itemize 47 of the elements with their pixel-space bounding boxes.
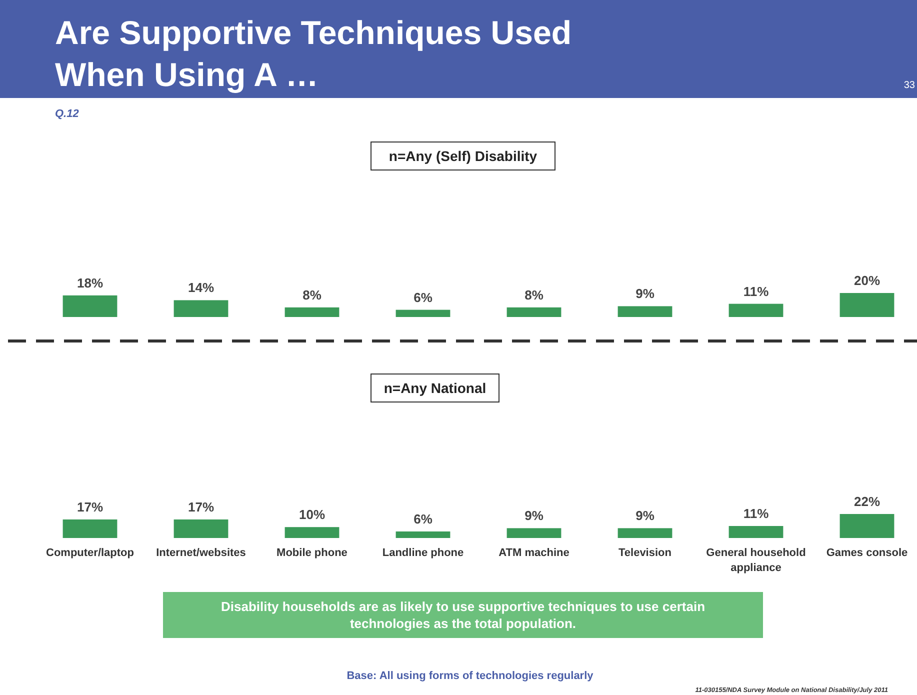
text: Disability households are as likely to use supportive techniques to use certain technologies as the total population. xyxy=(220,599,706,631)
data-label: 9% xyxy=(636,508,655,524)
bar xyxy=(174,519,228,538)
text: n=Any (Self) Disability xyxy=(388,148,538,164)
bar xyxy=(284,527,340,538)
x-tick-label: Internet/websites xyxy=(156,547,246,559)
data-label: 10% xyxy=(298,507,326,522)
bar xyxy=(840,293,894,317)
data-label: 20% xyxy=(854,273,880,288)
data-label: 11% xyxy=(743,284,770,299)
chart-title: Are Supportive Techniques Used When Using A … xyxy=(55,14,572,93)
x-tick-label: Games console xyxy=(826,547,908,559)
bar xyxy=(618,306,672,317)
x-tick-label: Landline phone xyxy=(382,547,464,559)
x-tick-label: ATM machine xyxy=(498,547,570,559)
data-label: 22% xyxy=(854,494,880,509)
text: 33 xyxy=(904,80,916,91)
data-label: 8% xyxy=(302,287,322,302)
bar xyxy=(618,528,672,538)
data-label: 8% xyxy=(524,287,544,302)
bar xyxy=(62,295,118,317)
bar xyxy=(396,310,450,317)
bar xyxy=(728,304,784,317)
text: n=Any National xyxy=(384,380,486,396)
data-label: 9% xyxy=(636,286,655,302)
bar xyxy=(62,519,118,538)
data-label: 9% xyxy=(524,508,544,524)
bar xyxy=(506,307,562,317)
bar xyxy=(506,528,562,538)
data-label: 6% xyxy=(414,511,433,526)
data-label: 6% xyxy=(414,290,433,305)
bar xyxy=(284,307,340,317)
bar xyxy=(728,526,784,538)
bar xyxy=(396,531,450,538)
text: Base: All using forms of technologies regularly xyxy=(346,670,594,682)
data-label: 18% xyxy=(76,275,104,290)
data-label: 17% xyxy=(76,499,104,514)
x-tick-label: General household appliance xyxy=(706,547,806,574)
x-tick-label: Mobile phone xyxy=(276,547,348,559)
data-label: 11% xyxy=(743,506,770,521)
bar xyxy=(840,514,894,538)
x-tick-label: Computer/laptop xyxy=(46,547,134,559)
data-label: 14% xyxy=(188,280,214,296)
bar xyxy=(174,300,228,317)
x-tick-label: Television xyxy=(618,547,672,559)
data-label: 17% xyxy=(188,499,214,514)
chart-subtitle: Q.12 xyxy=(55,108,79,120)
